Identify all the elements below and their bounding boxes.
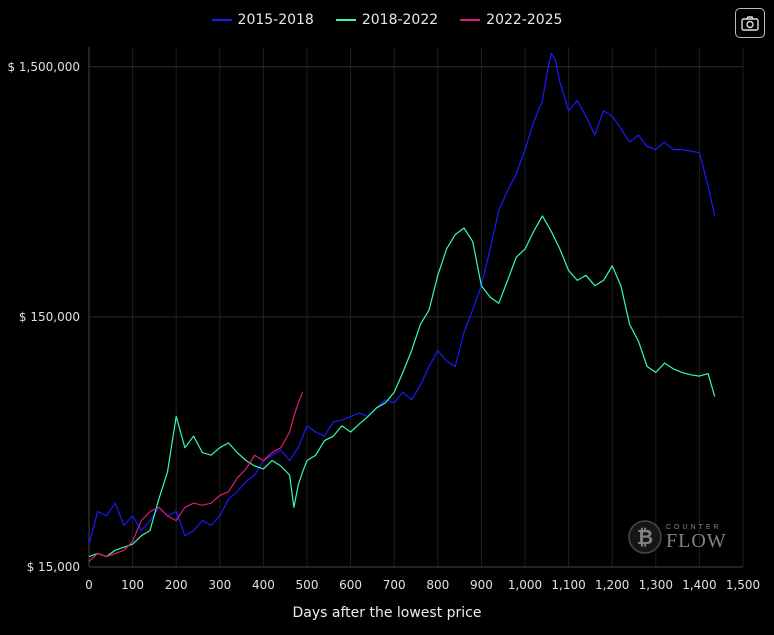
x-tick-label: 300 xyxy=(208,578,231,592)
x-tick-label: 0 xyxy=(85,578,93,592)
axes xyxy=(88,47,743,568)
bitcoin-icon: ₿ xyxy=(628,520,662,554)
x-tick-label: 700 xyxy=(383,578,406,592)
legend-label: 2022-2025 xyxy=(486,12,563,28)
legend-item-2018-2022[interactable]: 2018-2022 xyxy=(335,12,439,28)
watermark-small-text: COUNTER xyxy=(666,523,722,531)
x-tick-label: 400 xyxy=(252,578,275,592)
x-tick-label: 1,200 xyxy=(595,578,629,592)
legend-item-2022-2025[interactable]: 2022-2025 xyxy=(460,12,562,28)
camera-button[interactable] xyxy=(735,8,765,38)
legend-swatch xyxy=(460,19,481,21)
watermark-big-text: FLOW xyxy=(666,529,727,552)
x-tick-label: 500 xyxy=(296,578,319,592)
x-tick-label: 1,000 xyxy=(508,578,542,592)
legend: 2015-2018 2018-2022 2022-2025 xyxy=(0,12,774,28)
x-tick-label: 1,300 xyxy=(639,578,673,592)
legend-swatch xyxy=(335,19,356,21)
series-layer xyxy=(88,52,716,562)
x-axis-title: Days after the lowest price xyxy=(292,605,482,621)
legend-label: 2015-2018 xyxy=(237,12,314,28)
x-tick-label: 100 xyxy=(121,578,144,592)
x-tick-label: 600 xyxy=(339,578,362,592)
bitcoin-symbol: ₿ xyxy=(637,525,653,549)
legend-swatch xyxy=(211,19,232,21)
x-tick-label: 200 xyxy=(165,578,188,592)
legend-item-2015-2018[interactable]: 2015-2018 xyxy=(211,12,314,28)
x-tick-label: 1,100 xyxy=(551,578,585,592)
legend-label: 2018-2022 xyxy=(361,12,439,28)
x-tick-label: 900 xyxy=(470,578,493,592)
series-line-2015-2018 xyxy=(88,52,716,545)
camera-icon xyxy=(741,16,759,31)
y-tick-label: $ 150,000 xyxy=(19,310,80,324)
series-line-2022-2025 xyxy=(88,391,304,562)
tick-labels: 0 100 200 300 400 500 600 700 800 900 1,000 1,100 1,… xyxy=(7,60,760,592)
x-tick-label: 1,500 xyxy=(726,578,760,592)
y-tick-label: $ 15,000 xyxy=(27,560,80,574)
watermark-logo: ₿ COUNTER FLOW xyxy=(628,520,727,554)
series-line-2018-2022 xyxy=(88,215,716,558)
y-tick-label: $ 1,500,000 xyxy=(7,60,80,74)
x-tick-label: 800 xyxy=(426,578,449,592)
x-tick-label: 1,400 xyxy=(682,578,716,592)
grid xyxy=(88,47,744,568)
